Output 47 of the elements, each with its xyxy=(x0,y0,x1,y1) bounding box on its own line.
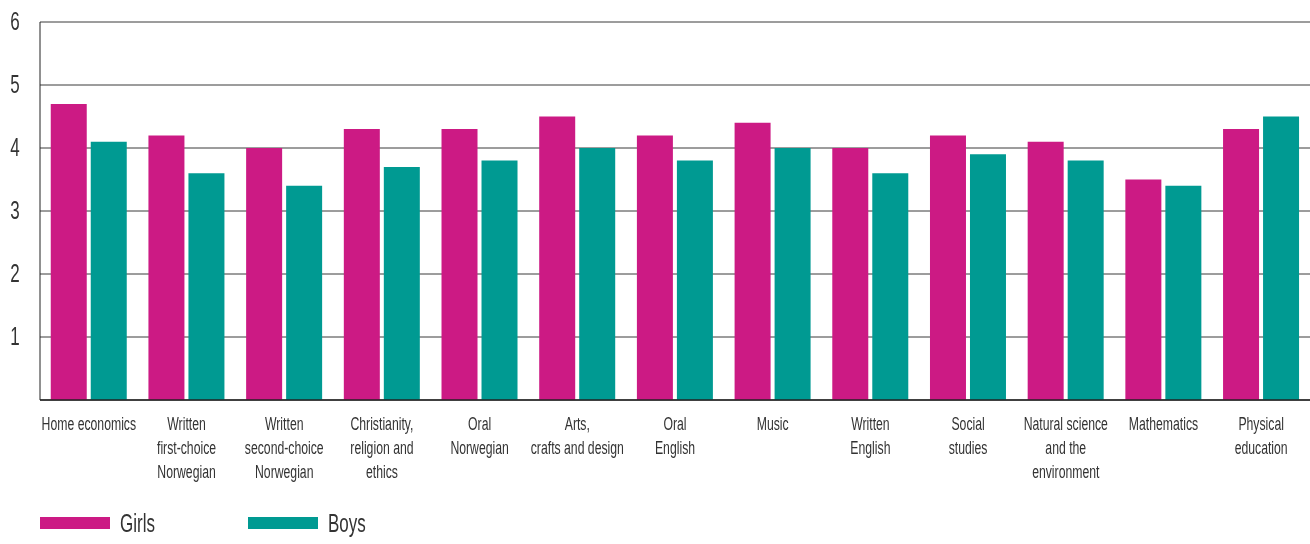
x-tick-label: Written first-choice Norwegian xyxy=(156,413,217,482)
x-tick-label: Music xyxy=(756,413,789,434)
bar xyxy=(636,135,673,400)
x-tick-label: Social studies xyxy=(948,413,988,458)
x-tick-label: Oral Norwegian xyxy=(450,413,509,458)
y-tick-label: 4 xyxy=(10,133,20,163)
bar xyxy=(1125,179,1162,400)
y-tick-label: 2 xyxy=(10,259,20,289)
bar xyxy=(539,116,576,400)
x-tick-label: Written English xyxy=(850,413,891,458)
bar xyxy=(188,173,225,400)
bar xyxy=(774,148,811,400)
x-tick-label: Christianity, religion and ethics xyxy=(350,413,414,482)
bar xyxy=(481,160,518,400)
x-tick-label: Mathematics xyxy=(1128,413,1199,434)
bar xyxy=(1027,141,1064,400)
bar xyxy=(246,148,283,400)
bar xyxy=(1165,185,1202,400)
bar xyxy=(1067,160,1104,400)
bar xyxy=(148,135,185,400)
x-tick-label: Natural science and the environment xyxy=(1023,413,1108,482)
y-tick-label: 5 xyxy=(10,70,20,100)
y-tick-label: 6 xyxy=(10,7,20,37)
bar xyxy=(383,166,420,400)
bar xyxy=(1263,116,1300,400)
bar xyxy=(676,160,713,400)
x-tick-label: Arts, crafts and design xyxy=(530,413,624,458)
y-tick-label: 1 xyxy=(10,322,20,352)
bar xyxy=(50,103,87,400)
y-tick-label: 3 xyxy=(10,196,20,226)
bar xyxy=(832,148,869,400)
bar xyxy=(929,135,966,400)
bar xyxy=(90,141,127,400)
bar xyxy=(343,129,380,400)
bar xyxy=(1223,129,1260,400)
bar xyxy=(286,185,323,400)
bar xyxy=(734,122,771,400)
bar xyxy=(579,148,616,400)
x-tick-label: Written second-choice Norwegian xyxy=(244,413,324,482)
legend-label: Boys xyxy=(328,508,366,538)
bar xyxy=(872,173,909,400)
bar xyxy=(969,154,1006,400)
x-tick-label: Physical education xyxy=(1234,413,1288,458)
x-tick-label: Oral English xyxy=(654,413,696,458)
legend-label: Girls xyxy=(120,508,155,538)
x-tick-label: Home economics xyxy=(41,413,137,434)
bar xyxy=(441,129,478,400)
